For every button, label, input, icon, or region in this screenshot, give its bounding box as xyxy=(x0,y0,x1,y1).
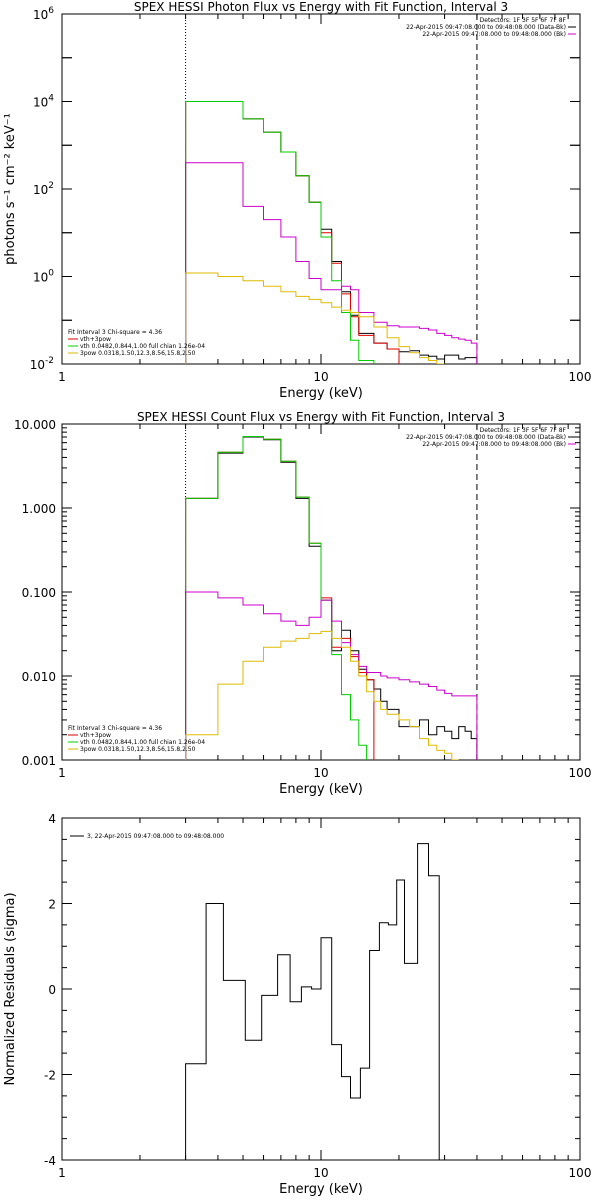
legend-tr-entry: 22-Apr-2015 09:47:08.000 to 09:48:08.000… xyxy=(422,31,566,38)
residuals-chart: 1 10 100 Energy (keV) -4 -2 0 2 4 Normalized Resi… xyxy=(3,812,591,1197)
x-tick-label: 10 xyxy=(313,370,328,384)
series-line-3 xyxy=(185,591,478,760)
series-line-1 xyxy=(185,101,400,364)
y-tick-label: 102 xyxy=(33,181,54,197)
legend-bl-entry: 3pow 0.0318,1.50,12.3,8.56,15.8,2.50 xyxy=(80,350,196,357)
y-tick-label: 0 xyxy=(48,983,56,997)
legend-bl-entry: 3pow 0.0318,1.50,12.3,8.56,15.8,2.50 xyxy=(80,746,196,753)
y-tick-label: 106 xyxy=(33,6,54,22)
legend-bl-entry: vth+3pow xyxy=(80,336,111,343)
legend-tr-entry: Detectors: 1F 3F 5F 6F 7F 8F xyxy=(480,17,567,24)
x-axis-label: Energy (keV) xyxy=(279,782,363,797)
y-tick-label: 2 xyxy=(48,898,56,912)
x-tick-label: 10 xyxy=(313,766,328,780)
y-tick-label: 100 xyxy=(33,269,54,285)
legend-bl-entry: vth+3pow xyxy=(80,732,111,739)
x-tick-label: 100 xyxy=(569,1166,592,1180)
x-axis: 1 10 100 Energy (keV) xyxy=(58,14,591,400)
legend-tr-entry: 22-Apr-2015 09:47:08.000 to 09:48:08.000… xyxy=(422,441,566,448)
y-tick-label: 4 xyxy=(48,812,56,826)
y-axis-label: Normalized Residuals (sigma) xyxy=(3,892,18,1085)
series-line-0 xyxy=(185,843,440,1160)
y-tick-label: 10-2 xyxy=(30,356,54,372)
series-line-4 xyxy=(185,630,459,760)
legend-tr-entry: 22-Apr-2015 09:47:08.000 to 09:48:08.000… xyxy=(406,24,566,31)
chart-title: SPEX HESSI Count Flux vs Energy with Fit… xyxy=(137,410,505,424)
chart-title: SPEX HESSI Photon Flux vs Energy with Fi… xyxy=(134,0,508,14)
series-group xyxy=(185,843,440,1160)
y-axis-label: photons s⁻¹ cm⁻² keV⁻¹ xyxy=(3,113,18,265)
legend-bl-entry: vth 0.0482,0.844,1.00 full chian 1.26e-0… xyxy=(80,343,205,350)
x-tick-label: 100 xyxy=(569,370,592,384)
x-axis: 1 10 100 Energy (keV) xyxy=(58,818,591,1197)
legend-bl-entry: Fit Interval 3 Chi-square = 4.36 xyxy=(68,329,162,336)
series-group xyxy=(185,436,478,760)
y-tick-label: 0.100 xyxy=(22,586,56,600)
legend-bl-entry: vth 0.0482,0.844,1.00 full chian 1.26e-0… xyxy=(80,739,205,746)
y-axis: -4 -2 0 2 4 Normalized Residuals (sigma) xyxy=(3,812,580,1168)
series-line-4 xyxy=(185,272,445,364)
x-tick-label: 10 xyxy=(313,1166,328,1180)
series-line-2 xyxy=(185,101,375,364)
y-axis: 10-2 100 102 104 106 photons s⁻¹ cm⁻² keV⁻¹ xyxy=(3,6,580,372)
series-line-2 xyxy=(185,436,368,760)
y-tick-label: 10.000 xyxy=(14,418,56,432)
x-axis-label: Energy (keV) xyxy=(279,1182,363,1197)
legend-bl-entry: Fit Interval 3 Chi-square = 4.36 xyxy=(68,725,162,732)
series-group xyxy=(185,101,478,364)
x-axis: 1 10 100 Energy (keV) xyxy=(58,424,591,797)
x-tick-label: 1 xyxy=(58,1166,66,1180)
y-tick-label: 104 xyxy=(33,94,54,110)
x-tick-label: 1 xyxy=(58,370,66,384)
legend-tr-entry: 22-Apr-2015 09:47:08.000 to 09:48:08.000… xyxy=(406,434,566,441)
legend-tr-entry: Detectors: 1F 3F 5F 6F 7F 8F xyxy=(480,427,567,434)
x-tick-label: 1 xyxy=(58,766,66,780)
photon-flux-chart: 1 10 100 Energy (keV) 10-2 100 102 104 106 photon… xyxy=(3,0,591,400)
series-line-1 xyxy=(185,436,375,760)
y-tick-label: -2 xyxy=(44,1069,56,1083)
y-tick-label: 0.001 xyxy=(22,754,56,768)
y-tick-label: -4 xyxy=(44,1154,56,1168)
count-flux-chart: 1 10 100 Energy (keV) 0.001 0.010 0.100 1.000 10… xyxy=(14,410,591,797)
plot-frame xyxy=(61,13,581,365)
x-tick-label: 100 xyxy=(569,766,592,780)
y-tick-label: 0.010 xyxy=(22,670,56,684)
legend-tl-entry: 3, 22-Apr-2015 09:47:08.000 to 09:48:08.… xyxy=(87,833,224,840)
y-axis: 0.001 0.010 0.100 1.000 10.000 xyxy=(14,418,580,768)
y-tick-label: 1.000 xyxy=(22,502,56,516)
x-axis-label: Energy (keV) xyxy=(279,386,363,400)
